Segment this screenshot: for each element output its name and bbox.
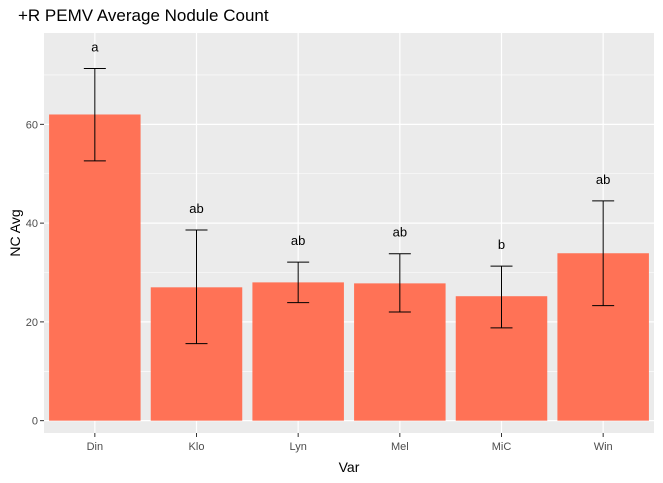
y-axis: 0 20 40 60 [26, 119, 44, 428]
error-bars [83, 68, 615, 345]
error-bar-klo [185, 229, 208, 345]
y-tick-label: 60 [26, 119, 38, 131]
x-tick-label: MiC [492, 441, 512, 453]
x-tick-label: Klo [189, 441, 205, 453]
y-tick-label: 20 [26, 317, 38, 329]
bar-lyn [252, 282, 344, 421]
significance-letter: a [91, 40, 99, 55]
y-axis-title: NC Avg [7, 209, 23, 256]
significance-letter: ab [596, 172, 610, 187]
significance-letter: b [498, 237, 505, 252]
y-tick-label: 40 [26, 218, 38, 230]
error-bar-din [83, 68, 106, 162]
x-tick-label: Mel [391, 441, 409, 453]
x-tick-label: Din [87, 441, 104, 453]
x-tick-label: Lyn [290, 441, 307, 453]
significance-letter: ab [291, 233, 305, 248]
x-tick-label: Win [594, 441, 613, 453]
bar-din [49, 114, 141, 421]
chart-title: +R PEMV Average Nodule Count [18, 6, 269, 25]
significance-letter: ab [189, 201, 203, 216]
error-bar-win [592, 200, 615, 307]
significance-letters: a ab ab ab b ab [91, 40, 610, 253]
plot-panel [44, 33, 654, 433]
error-bar-lyn [287, 261, 310, 304]
error-bar-mel [388, 253, 411, 313]
error-bar-mic [490, 265, 513, 329]
significance-letter: ab [393, 225, 407, 240]
x-axis-title: Var [339, 459, 360, 475]
y-tick-label: 0 [32, 416, 38, 428]
x-axis: Din Klo Lyn Mel MiC Win [87, 433, 613, 453]
